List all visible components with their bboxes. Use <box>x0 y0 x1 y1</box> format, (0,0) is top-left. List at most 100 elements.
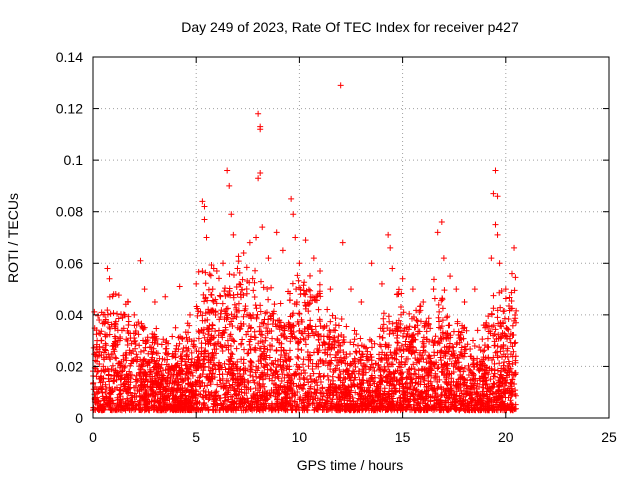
data-point-cloud <box>365 384 372 391</box>
data-point-cloud <box>304 349 311 356</box>
data-point-cloud <box>198 364 205 371</box>
data-point-cloud <box>431 361 438 368</box>
data-point-cloud <box>398 290 405 297</box>
data-point-cloud <box>131 390 138 397</box>
data-point-cloud <box>470 357 477 364</box>
data-point-cloud <box>387 327 394 334</box>
data-point-cloud <box>389 354 396 361</box>
data-point-cloud <box>455 365 462 372</box>
data-point-cloud <box>190 392 197 399</box>
data-point-cloud <box>384 378 391 385</box>
data-point-cloud <box>351 377 358 384</box>
data-point-cloud <box>494 348 501 355</box>
data-point-cloud <box>244 278 251 285</box>
data-point-cloud <box>281 327 288 334</box>
data-point-cloud <box>174 388 181 395</box>
data-point-cloud <box>487 376 494 383</box>
data-point-cloud <box>205 331 212 338</box>
data-point-cloud <box>435 301 442 308</box>
data-point-cloud <box>155 399 162 406</box>
data-point-cloud <box>342 385 349 392</box>
data-point-cloud <box>455 355 462 362</box>
data-point-cloud <box>241 389 248 396</box>
data-point-cloud <box>157 389 164 396</box>
data-point-cloud <box>444 331 451 338</box>
data-point-cloud <box>113 355 120 362</box>
data-point-cloud <box>297 291 304 298</box>
data-point-cloud <box>146 359 153 366</box>
data-point-cloud <box>376 333 383 340</box>
data-point-cloud <box>298 400 305 407</box>
data-point-cloud <box>201 334 208 341</box>
data-point-cloud <box>247 372 254 379</box>
data-point <box>110 291 117 298</box>
data-point-cloud <box>296 364 303 371</box>
data-point-cloud <box>446 340 453 347</box>
data-point-cloud <box>156 355 163 362</box>
data-point-cloud <box>162 349 169 356</box>
data-point-cloud <box>437 334 444 341</box>
data-point-cloud <box>321 359 328 366</box>
data-point-cloud <box>231 403 238 410</box>
data-point-cloud <box>125 386 132 393</box>
data-point-cloud <box>450 344 457 351</box>
data-point-cloud <box>482 354 489 361</box>
data-point-cloud <box>201 363 208 370</box>
data-point-cloud <box>271 301 278 308</box>
data-point-cloud <box>110 400 117 407</box>
data-point-cloud <box>467 353 474 360</box>
data-point-cloud <box>209 349 216 356</box>
data-point-cloud <box>314 292 321 299</box>
data-point-cloud <box>397 327 404 334</box>
data-point-cloud <box>428 372 435 379</box>
data-point-cloud <box>442 361 449 368</box>
data-point-cloud <box>466 366 473 373</box>
data-point <box>453 286 460 293</box>
data-point-cloud <box>296 310 303 317</box>
data-point-cloud <box>402 391 409 398</box>
data-point-cloud <box>149 404 156 411</box>
data-point-cloud <box>238 356 245 363</box>
data-point-cloud <box>512 274 519 281</box>
data-point-cloud <box>193 367 200 374</box>
data-point-cloud <box>431 374 438 381</box>
data-point-cloud <box>379 400 386 407</box>
data-point-cloud <box>490 354 497 361</box>
data-point-cloud <box>362 400 369 407</box>
data-point-cloud <box>138 362 145 369</box>
data-point-cloud <box>295 277 302 284</box>
data-point-cloud <box>425 369 432 376</box>
data-point-cloud <box>506 335 513 342</box>
data-point <box>440 255 447 262</box>
data-point-cloud <box>188 382 195 389</box>
data-point-cloud <box>339 403 346 410</box>
data-point-cloud <box>476 344 483 351</box>
data-point-cloud <box>162 396 169 403</box>
data-point-cloud <box>345 368 352 375</box>
data-point-cloud <box>375 393 382 400</box>
data-point-cloud <box>207 392 214 399</box>
data-point-cloud <box>483 364 490 371</box>
data-point-cloud <box>350 341 357 348</box>
data-point-cloud <box>413 317 420 324</box>
data-point-cloud <box>209 325 215 332</box>
data-point-cloud <box>418 366 425 373</box>
data-point-cloud <box>280 367 287 374</box>
data-point-cloud <box>375 362 382 369</box>
data-point-cloud <box>301 299 308 306</box>
data-point-cloud <box>208 261 215 268</box>
data-point-cloud <box>225 291 232 298</box>
data-point-cloud <box>315 306 322 313</box>
data-point-cloud <box>293 299 300 306</box>
data-point-cloud <box>342 376 349 383</box>
data-point-cloud <box>396 346 403 353</box>
data-point-cloud <box>512 353 519 360</box>
data-point-cloud <box>106 384 113 391</box>
data-point-cloud <box>394 339 401 346</box>
data-point-cloud <box>412 371 419 378</box>
data-point-cloud <box>113 384 120 391</box>
data-point <box>337 82 344 89</box>
data-point-cloud <box>236 281 243 288</box>
data-point-cloud <box>469 394 476 401</box>
data-point-cloud <box>201 404 208 411</box>
